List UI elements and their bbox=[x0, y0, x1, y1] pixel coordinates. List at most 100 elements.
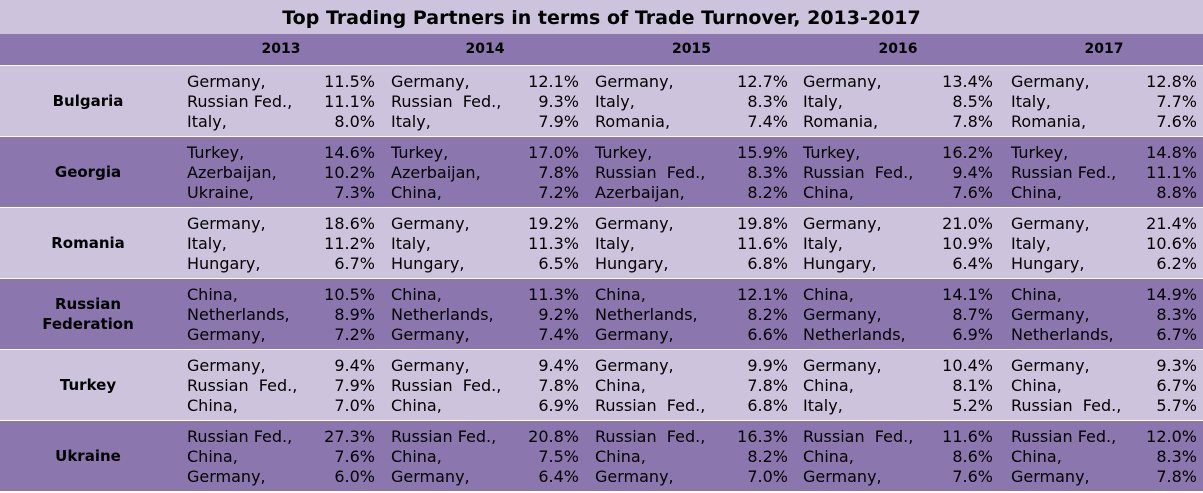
partner-line: Turkey, 15.9% bbox=[595, 143, 788, 163]
partner-line: Italy, 11.6% bbox=[595, 234, 788, 254]
partner-cell: China, 14.9% Germany, 8.3% Netherlands, 6.7% bbox=[1011, 285, 1197, 345]
partner-name: Germany, bbox=[1011, 356, 1090, 375]
country-name: Romania bbox=[51, 234, 125, 252]
country-label: Georgia bbox=[0, 137, 176, 207]
partner-cell: Turkey, 15.9% Russian Fed., 8.3% Azerbaijan,… bbox=[595, 143, 788, 203]
partner-share: 8.9% bbox=[334, 305, 375, 324]
partner-line: China, 7.6% bbox=[803, 183, 993, 203]
partner-line: Azerbaijan, 10.2% bbox=[187, 163, 375, 183]
partner-name: Germany, bbox=[391, 72, 470, 91]
partner-name: Russian Fed., bbox=[803, 163, 914, 182]
partner-name: Germany, bbox=[187, 356, 266, 375]
year-header-2015: 2015 bbox=[672, 41, 711, 57]
partner-line: Netherlands, 6.9% bbox=[803, 325, 993, 345]
partner-name: Germany, bbox=[1011, 467, 1090, 486]
partner-share: 6.8% bbox=[747, 254, 788, 273]
partner-share: 7.6% bbox=[952, 467, 993, 486]
partner-name: Russian Fed., bbox=[187, 376, 298, 395]
partner-share: 8.7% bbox=[952, 305, 993, 324]
partner-name: Russian Fed., bbox=[391, 427, 497, 446]
partner-cell: Germany, 13.4% Italy, 8.5% Romania, 7.8% bbox=[803, 72, 993, 132]
partner-name: Romania, bbox=[595, 112, 671, 131]
partner-line: Germany, 6.6% bbox=[595, 325, 788, 345]
partner-cell: China, 10.5% Netherlands, 8.9% Germany, 7.2% bbox=[187, 285, 375, 345]
partner-share: 9.3% bbox=[1156, 356, 1197, 375]
partner-share: 6.7% bbox=[1156, 376, 1197, 395]
partner-share: 6.0% bbox=[334, 467, 375, 486]
partner-share: 10.2% bbox=[324, 163, 375, 182]
partner-share: 11.5% bbox=[324, 72, 375, 91]
partner-line: Netherlands, 6.7% bbox=[1011, 325, 1197, 345]
partner-share: 17.0% bbox=[528, 143, 579, 162]
partner-share: 21.4% bbox=[1146, 214, 1197, 233]
country-label: Russian Federation bbox=[0, 279, 176, 349]
table-row: Georgia Turkey, 14.6% Azerbaijan, 10.2% Ukrai… bbox=[0, 137, 1203, 207]
partner-line: Netherlands, 8.2% bbox=[595, 305, 788, 325]
partner-line: Azerbaijan, 7.8% bbox=[391, 163, 579, 183]
partner-name: Germany, bbox=[391, 325, 470, 344]
partner-share: 11.6% bbox=[737, 234, 788, 253]
partner-name: China, bbox=[1011, 183, 1062, 202]
partner-share: 9.4% bbox=[334, 356, 375, 375]
partner-share: 6.6% bbox=[747, 325, 788, 344]
table-row: Bulgaria Germany, 11.5% Russian Fed., 11.1% I… bbox=[0, 66, 1203, 136]
partner-share: 19.2% bbox=[528, 214, 579, 233]
partner-name: Russian Fed., bbox=[595, 396, 706, 415]
country-name: Turkey bbox=[59, 376, 117, 394]
partner-share: 7.6% bbox=[1156, 112, 1197, 131]
partner-name: Italy, bbox=[803, 92, 843, 111]
partner-name: Germany, bbox=[391, 214, 470, 233]
partner-cell: Germany, 9.3% China, 6.7% Russian Fed., 5.7% bbox=[1011, 356, 1197, 416]
partner-name: Italy, bbox=[187, 234, 227, 253]
partner-line: China, 6.7% bbox=[1011, 376, 1197, 396]
partner-line: Italy, 10.6% bbox=[1011, 234, 1197, 254]
partner-name: Azerbaijan, bbox=[187, 163, 277, 182]
partner-share: 16.2% bbox=[942, 143, 993, 162]
partner-line: Germany, 7.4% bbox=[391, 325, 579, 345]
partner-name: Italy, bbox=[595, 92, 635, 111]
partner-name: China, bbox=[595, 376, 646, 395]
partner-share: 7.3% bbox=[334, 183, 375, 202]
partner-name: Germany, bbox=[803, 356, 882, 375]
partner-line: Italy, 10.9% bbox=[803, 234, 993, 254]
partner-share: 10.9% bbox=[942, 234, 993, 253]
partner-name: Germany, bbox=[803, 214, 882, 233]
year-header-2013: 2013 bbox=[261, 41, 301, 57]
partner-name: Germany, bbox=[391, 356, 470, 375]
country-label: Ukraine bbox=[0, 421, 176, 491]
partner-name: China, bbox=[391, 285, 442, 304]
table-row: Ukraine Russian Fed., 27.3% China, 7.6% Germa… bbox=[0, 421, 1203, 491]
partner-line: Azerbaijan, 8.2% bbox=[595, 183, 788, 203]
partner-name: Russian Fed., bbox=[187, 92, 293, 111]
partner-name: Hungary, bbox=[595, 254, 669, 273]
partner-line: Italy, 7.7% bbox=[1011, 92, 1197, 112]
partner-line: China, 8.2% bbox=[595, 447, 788, 467]
year-header-2016: 2016 bbox=[878, 41, 918, 57]
partner-line: Russian Fed., 8.3% bbox=[595, 163, 788, 183]
partner-line: Netherlands, 8.9% bbox=[187, 305, 375, 325]
partner-name: Germany, bbox=[595, 325, 674, 344]
partner-line: Italy, 8.3% bbox=[595, 92, 788, 112]
partner-name: Germany, bbox=[187, 467, 266, 486]
partner-share: 9.4% bbox=[952, 163, 993, 182]
partner-share: 10.6% bbox=[1146, 234, 1197, 253]
partner-share: 6.4% bbox=[538, 467, 579, 486]
partner-name: Russian Fed., bbox=[1011, 427, 1117, 446]
partner-name: Turkey, bbox=[391, 143, 449, 162]
partner-line: Germany, 6.0% bbox=[187, 467, 375, 487]
partner-line: Hungary, 6.2% bbox=[1011, 254, 1197, 274]
partner-name: Turkey, bbox=[595, 143, 653, 162]
partner-name: Germany, bbox=[1011, 214, 1090, 233]
partner-line: Turkey, 14.6% bbox=[187, 143, 375, 163]
partner-share: 5.2% bbox=[952, 396, 993, 415]
partner-name: China, bbox=[187, 285, 238, 304]
partner-share: 12.0% bbox=[1146, 427, 1197, 446]
partner-cell: Germany, 19.8% Italy, 11.6% Hungary, 6.8% bbox=[595, 214, 788, 274]
partner-name: Italy, bbox=[595, 234, 635, 253]
partner-share: 7.2% bbox=[538, 183, 579, 202]
partner-name: Hungary, bbox=[391, 254, 465, 273]
partner-line: Hungary, 6.4% bbox=[803, 254, 993, 274]
country-name: Russian Federation bbox=[42, 295, 134, 333]
partner-name: Russian Fed., bbox=[391, 376, 502, 395]
partner-line: Germany, 8.3% bbox=[1011, 305, 1197, 325]
